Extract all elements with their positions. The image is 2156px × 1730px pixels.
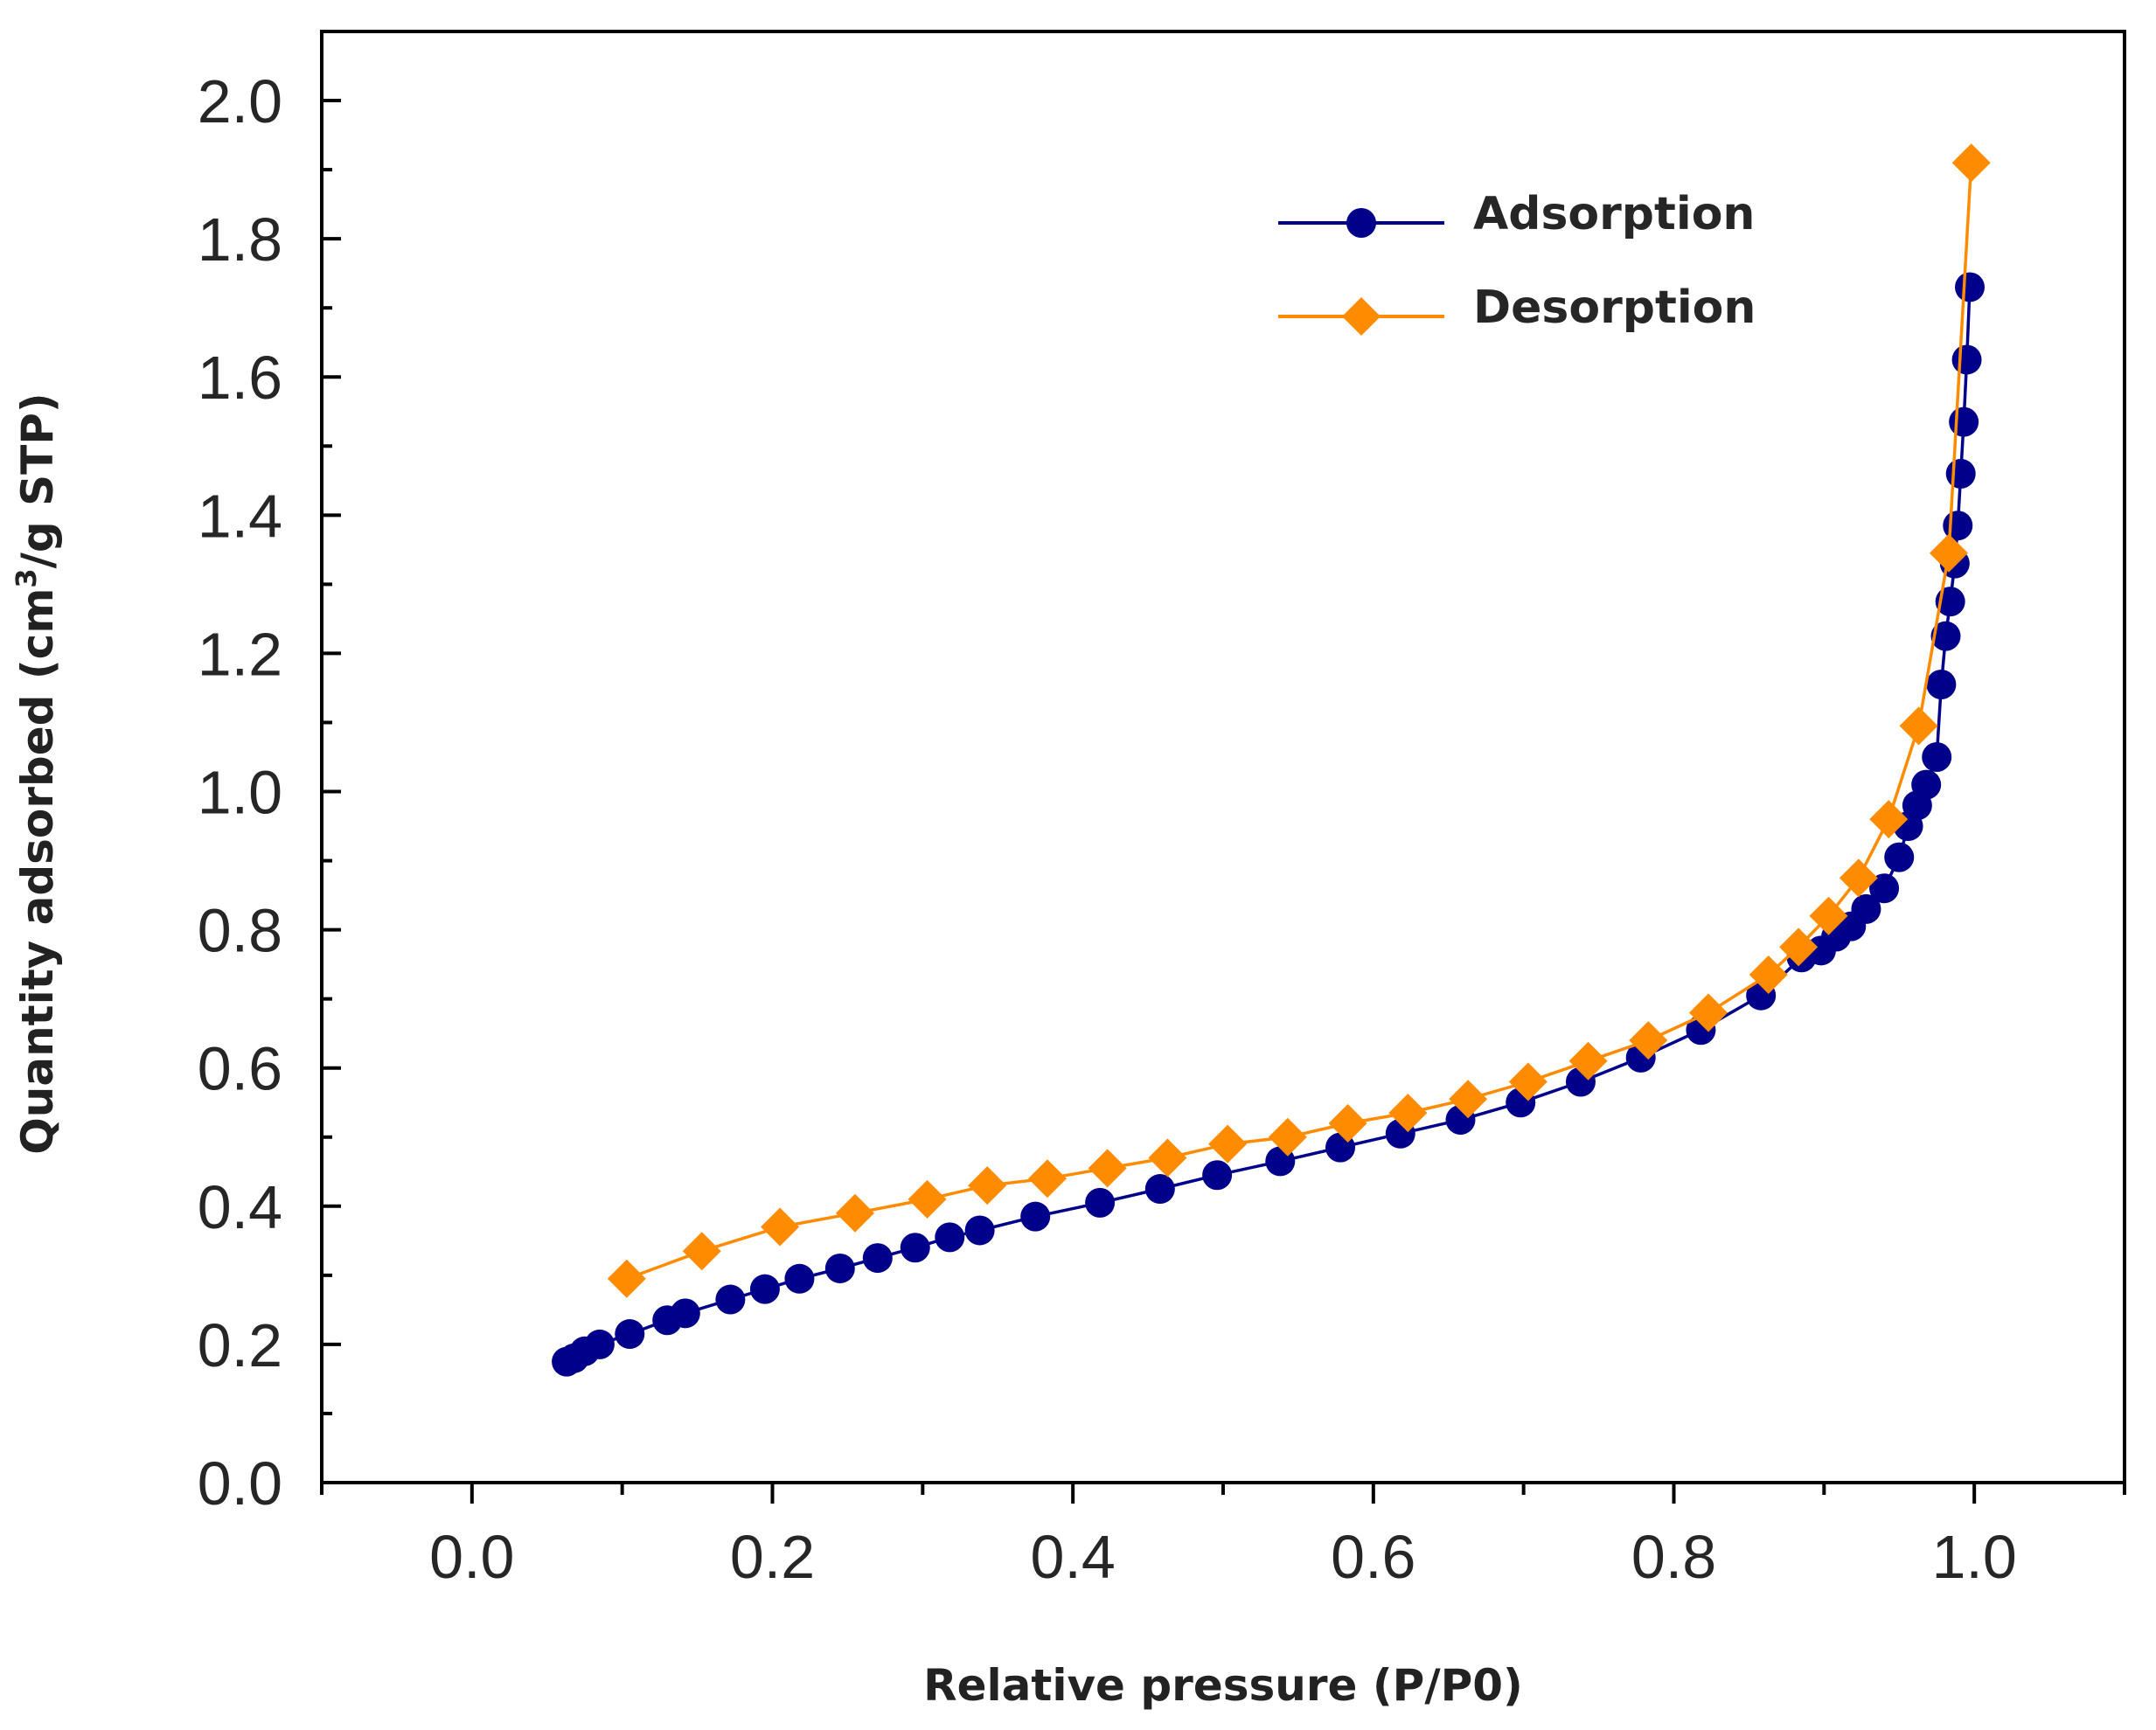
y-tick-label: 1.6 [198,344,282,412]
adsorption-point [1144,1174,1175,1205]
adsorption-point [900,1233,930,1263]
plot-frame [320,30,2126,1484]
desorption-point [1839,858,1878,898]
legend-label-adsorption: Adsorption [1473,188,1755,240]
adsorption-point [1926,670,1957,699]
adsorption-point [1955,272,1986,302]
adsorption-point [1884,842,1915,872]
x-tick-label: 0.4 [1031,1523,1116,1591]
desorption-point [1388,1094,1428,1133]
adsorption-point [1951,344,1982,375]
y-tick-label: 1.0 [198,759,282,827]
y-tick-label: 0.0 [198,1449,282,1518]
desorption-point [1268,1117,1307,1157]
x-axis-title: Relative pressure (P/P0) [923,1660,1523,1711]
x-tick-label: 0.0 [429,1523,514,1591]
adsorption-point [1922,742,1952,772]
adsorption-point [615,1319,645,1350]
adsorption-point [715,1284,746,1315]
desorption-point [1449,1080,1488,1119]
series-layer [552,143,1991,1377]
desorption-point [1749,955,1788,994]
legend-label-desorption: Desorption [1473,281,1756,334]
desorption-point [1779,928,1819,967]
legend-marker-desorption [1342,297,1381,336]
desorption-point [1328,1103,1367,1143]
y-axis-title-suffix: /g STP) [12,393,63,568]
adsorption-point [1930,621,1961,651]
adsorption-point [1869,873,1900,904]
adsorption-point [1949,406,1979,437]
desorption-point [1088,1149,1127,1188]
desorption-series-line [626,163,1973,1281]
adsorption-series-line [566,287,1972,1364]
desorption-point [1929,533,1968,573]
x-tick-label: 1.0 [1932,1523,2017,1591]
desorption-point [1629,1021,1668,1060]
adsorption-point [935,1222,965,1253]
y-axis-title: Quantity adsorbed (cm3/g STP) [10,393,63,1155]
desorption-point [908,1179,947,1219]
desorption-point [1809,896,1848,935]
desorption-point [1568,1041,1608,1080]
adsorption-point [1020,1201,1051,1232]
adsorption-point [824,1253,855,1283]
adsorption-point [964,1215,995,1246]
adsorption-point [784,1263,815,1294]
y-axis-title-prefix: Quantity adsorbed (cm [12,588,63,1155]
desorption-point [1027,1159,1067,1198]
adsorption-point [749,1274,780,1304]
y-tick-label: 1.4 [198,482,282,550]
y-tick-label: 0.4 [198,1173,282,1241]
adsorption-point [584,1329,615,1359]
desorption-point [682,1232,721,1271]
adsorption-point [1945,458,1976,489]
y-tick-label: 1.2 [198,620,282,688]
y-tick-label: 0.2 [198,1311,282,1379]
desorption-point [1508,1062,1547,1101]
x-tick-label: 0.8 [1631,1523,1716,1591]
legend-marker-adsorption [1346,208,1376,238]
y-tick-label: 0.6 [198,1035,282,1103]
x-tick-label: 0.6 [1331,1523,1415,1591]
adsorption-point [1911,769,1942,800]
y-tick-label: 1.8 [198,205,282,274]
y-axis-title-superscript: 3 [10,568,43,587]
desorption-point [761,1207,800,1247]
desorption-point [1899,706,1938,746]
desorption-point [607,1259,646,1298]
legend: Adsorption Desorption [1278,188,1756,336]
desorption-point [1869,800,1909,839]
desorption-point [1148,1138,1187,1178]
desorption-point [1689,993,1728,1032]
adsorption-point [1202,1160,1233,1191]
adsorption-point [670,1298,700,1329]
desorption-point [836,1193,875,1233]
adsorption-point [862,1243,893,1274]
desorption-point [1951,143,1991,183]
y-axis-ticks: 0.0 0.2 0.4 0.6 0.8 1.0 1.2 1.4 1.6 1.8 2.0 [198,67,341,1518]
y-tick-label: 2.0 [198,67,282,135]
adsorption-point [1851,893,1881,924]
y-tick-label: 0.8 [198,897,282,965]
x-axis-ticks: 0.0 0.2 0.4 0.6 0.8 1.0 [320,1483,2126,1591]
adsorption-point [1085,1187,1116,1218]
desorption-point [1208,1124,1248,1164]
desorption-point [968,1166,1007,1205]
x-tick-label: 0.2 [730,1523,815,1591]
